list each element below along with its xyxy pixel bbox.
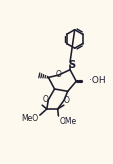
Text: MeO: MeO — [21, 114, 38, 123]
Text: ·OH: ·OH — [88, 76, 104, 85]
Text: OMe: OMe — [59, 117, 76, 126]
Text: O: O — [55, 70, 61, 79]
Text: O: O — [63, 96, 68, 105]
Text: O: O — [43, 95, 48, 104]
Text: S: S — [67, 60, 74, 70]
